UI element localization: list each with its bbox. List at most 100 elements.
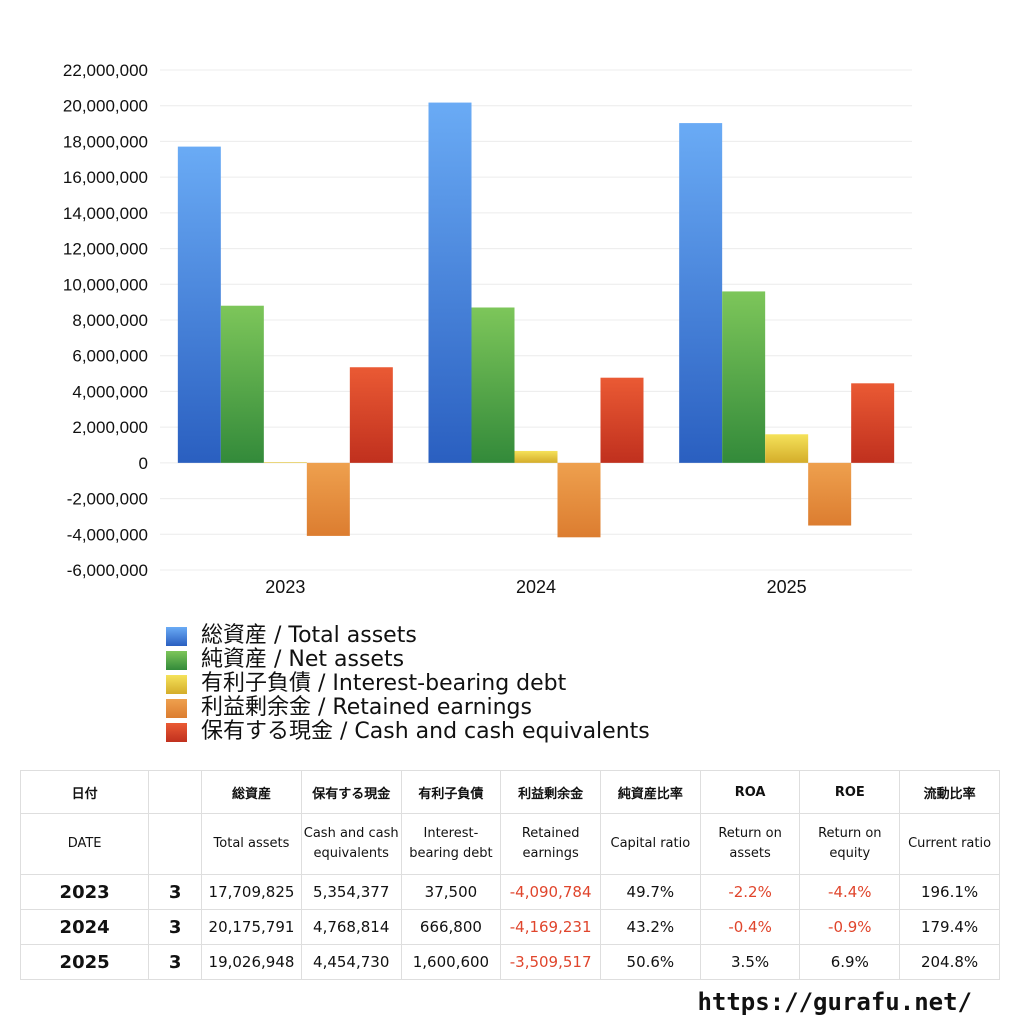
bar-chart: -6,000,000 -4,000,000 -2,000,000 0 2,000,000… [63,61,912,597]
cell-debt: 37,500 [400,874,502,910]
cell-current-ratio: 204.8% [899,944,1000,980]
bar-net-assets-2023 [220,305,264,463]
cell-retained: -4,169,231 [500,909,601,945]
header-retained-en: Retained earnings [500,813,601,875]
table-row: 2025 3 19,026,948 4,454,730 1,600,600 -3… [19,944,1000,980]
header-date-en: DATE [19,813,150,875]
header-total-assets-en: Total assets [201,813,302,875]
bar-cash-2023 [349,367,393,463]
header-current-ratio-ja: 流動比率 [899,770,1000,814]
x-tick-label: 2023 [265,577,305,597]
y-axis-tick-labels: -6,000,000 -4,000,000 -2,000,000 0 2,000,000… [63,61,148,580]
header-total-assets-ja: 総資産 [201,770,302,814]
cell-capital-ratio: 43.2% [600,909,701,945]
y-tick-label: 22,000,000 [63,61,148,80]
bar-cash-2024 [600,377,644,463]
cell-total-assets: 17,709,825 [201,874,302,910]
table-row: 2024 3 20,175,791 4,768,814 666,800 -4,1… [19,909,1000,945]
cell-current-ratio: 196.1% [899,874,1000,910]
cell-roe: -0.9% [799,909,901,945]
header-retained-ja: 利益剰余金 [500,770,601,814]
chart-bars [177,102,895,538]
y-tick-label: -4,000,000 [67,525,148,544]
header-debt-en: Interest-bearing debt [400,813,502,875]
legend-item-net-assets: 純資産 / Net assets [166,648,866,672]
legend-swatch-retained-earnings [166,698,187,718]
cell-year: 2024 [19,909,150,945]
cell-debt: 666,800 [400,909,502,945]
header-capital-ratio-ja: 純資産比率 [600,770,701,814]
x-axis-tick-labels: 2023 2024 2025 [265,577,806,597]
legend-label-retained-earnings: 利益剰余金 / Retained earnings [201,695,532,720]
y-tick-label: -6,000,000 [67,561,148,580]
bar-retained-earnings-2024 [557,462,601,538]
header-debt-ja: 有利子負債 [400,770,502,814]
table-header-en: DATE Total assets Cash and cash equivale… [19,813,1000,875]
header-month-en [148,813,203,875]
legend-item-cash: 保有する現金 / Cash and cash equivalents [166,720,866,744]
legend-label-interest-bearing-debt: 有利子負債 / Interest-bearing debt [201,671,567,696]
legend-label-total-assets: 総資産 / Total assets [201,623,417,648]
legend-item-total-assets: 総資産 / Total assets [166,624,866,648]
y-tick-label: -2,000,000 [67,490,148,509]
legend-swatch-interest-bearing-debt [166,674,187,694]
cell-year: 2025 [19,944,150,980]
cell-retained: -3,509,517 [500,944,601,980]
bar-total-assets-2023 [177,146,221,463]
cell-capital-ratio: 49.7% [600,874,701,910]
header-capital-ratio-en: Capital ratio [600,813,701,875]
cell-total-assets: 19,026,948 [201,944,302,980]
legend-swatch-total-assets [166,626,187,646]
legend-label-cash: 保有する現金 / Cash and cash equivalents [201,719,650,744]
cell-debt: 1,600,600 [400,944,502,980]
financial-data-table: 日付 総資産 保有する現金 有利子負債 利益剰余金 純資産比率 ROA ROE … [19,770,1000,980]
y-tick-label: 6,000,000 [72,347,148,366]
y-tick-label: 4,000,000 [72,382,148,401]
header-roa-ja: ROA [699,770,801,814]
table-row: 2023 3 17,709,825 5,354,377 37,500 -4,09… [19,874,1000,910]
cell-roa: -0.4% [699,909,801,945]
cell-roa: 3.5% [699,944,801,980]
table-header-ja: 日付 総資産 保有する現金 有利子負債 利益剰余金 純資産比率 ROA ROE … [19,770,1000,814]
bar-total-assets-2024 [428,102,472,463]
bar-net-assets-2025 [722,291,766,463]
legend-label-net-assets: 純資産 / Net assets [201,647,405,672]
cell-roe: 6.9% [799,944,901,980]
cell-roa: -2.2% [699,874,801,910]
y-tick-label: 10,000,000 [63,275,148,294]
cell-current-ratio: 179.4% [899,909,1000,945]
y-tick-label: 20,000,000 [63,97,148,116]
y-tick-label: 0 [139,454,148,473]
y-tick-label: 8,000,000 [72,311,148,330]
legend-item-interest-bearing-debt: 有利子負債 / Interest-bearing debt [166,672,866,696]
cell-month: 3 [148,944,203,980]
cell-cash: 5,354,377 [300,874,402,910]
chart-legend: 総資産 / Total assets 純資産 / Net assets 有利子負… [166,624,866,744]
legend-swatch-net-assets [166,650,187,670]
cell-cash: 4,454,730 [300,944,402,980]
legend-swatch-cash [166,722,187,742]
header-roe-ja: ROE [799,770,901,814]
x-tick-label: 2024 [516,577,556,597]
header-month-ja [148,770,203,814]
bar-retained-earnings-2025 [808,462,852,526]
site-url: https://gurafu.net/ [697,988,972,1016]
y-tick-label: 12,000,000 [63,240,148,259]
cell-cash: 4,768,814 [300,909,402,945]
cell-year: 2023 [19,874,150,910]
bar-retained-earnings-2023 [306,462,350,536]
bar-interest-bearing-debt-2025 [765,434,809,463]
cell-roe: -4.4% [799,874,901,910]
cell-month: 3 [148,909,203,945]
header-cash-ja: 保有する現金 [300,770,402,814]
legend-item-retained-earnings: 利益剰余金 / Retained earnings [166,696,866,720]
bar-total-assets-2025 [679,123,723,463]
header-cash-en: Cash and cash equivalents [300,813,402,875]
header-roa-en: Return on assets [699,813,801,875]
chart-grid [160,69,912,571]
bar-net-assets-2024 [471,307,515,463]
header-date-ja: 日付 [19,770,150,814]
y-tick-label: 16,000,000 [63,168,148,187]
cell-total-assets: 20,175,791 [201,909,302,945]
header-current-ratio-en: Current ratio [899,813,1000,875]
